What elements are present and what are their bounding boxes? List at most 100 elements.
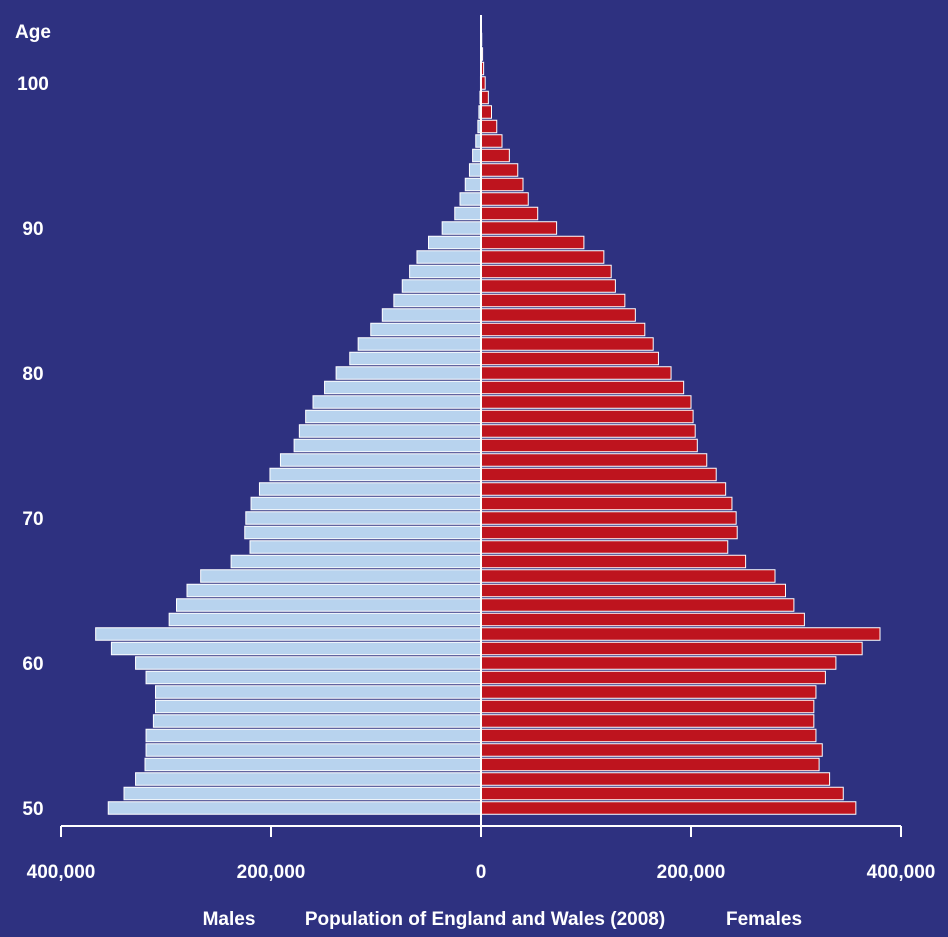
female-bar-age-77 bbox=[480, 409, 694, 424]
labels-group: Age Males Population of England and Wale… bbox=[15, 22, 935, 930]
male-bar-age-88 bbox=[416, 250, 482, 264]
x-tick-label: 0 bbox=[476, 862, 487, 883]
male-bar-age-57 bbox=[155, 699, 482, 714]
male-bar-age-95 bbox=[472, 148, 482, 163]
y-tick-label: 70 bbox=[22, 509, 43, 530]
axes-group bbox=[60, 15, 902, 837]
male-bar-age-69 bbox=[244, 525, 482, 540]
male-bar-age-71 bbox=[250, 496, 482, 511]
male-bar-age-72 bbox=[258, 482, 482, 496]
female-label: Females bbox=[726, 909, 802, 930]
female-bar-age-94 bbox=[480, 163, 519, 177]
y-axis-title: Age bbox=[15, 22, 51, 43]
male-bar-age-84 bbox=[381, 308, 482, 322]
female-bar-age-57 bbox=[480, 699, 815, 714]
male-bar-age-79 bbox=[324, 380, 482, 395]
female-bar-age-99 bbox=[480, 90, 489, 105]
female-bar-age-89 bbox=[480, 235, 585, 250]
female-bar-age-86 bbox=[480, 279, 616, 293]
female-bar-age-74 bbox=[480, 453, 708, 467]
female-bar-age-95 bbox=[480, 148, 510, 163]
male-bar-age-61 bbox=[110, 641, 482, 656]
male-bar-age-58 bbox=[155, 685, 482, 699]
male-label: Males bbox=[203, 909, 256, 930]
female-bar-age-54 bbox=[480, 743, 823, 757]
male-bar-age-94 bbox=[468, 163, 482, 177]
x-tick-label: 200,000 bbox=[237, 862, 306, 883]
female-bar-age-90 bbox=[480, 221, 558, 235]
female-bar-age-78 bbox=[480, 395, 692, 409]
male-bar-age-78 bbox=[312, 395, 482, 409]
male-bar-age-74 bbox=[279, 453, 482, 467]
female-bar-age-63 bbox=[480, 612, 805, 627]
female-bar-age-50 bbox=[480, 801, 857, 815]
female-bar-age-81 bbox=[480, 351, 659, 366]
x-tick-label: 400,000 bbox=[867, 862, 936, 883]
female-bar-age-85 bbox=[480, 293, 626, 308]
male-bar-age-85 bbox=[393, 293, 482, 308]
female-bar-age-76 bbox=[480, 424, 696, 438]
y-tick-label: 90 bbox=[22, 219, 43, 240]
male-bar-age-87 bbox=[409, 264, 482, 279]
male-bar-age-70 bbox=[245, 511, 482, 525]
female-bar-age-59 bbox=[480, 670, 826, 685]
male-bar-age-52 bbox=[135, 772, 482, 786]
male-bar-age-63 bbox=[168, 612, 482, 627]
male-bar-age-90 bbox=[441, 221, 482, 235]
female-bar-age-97 bbox=[480, 119, 498, 134]
female-bar-age-66 bbox=[480, 569, 776, 583]
x-tick-label: 400,000 bbox=[27, 862, 96, 883]
x-tick-label: 200,000 bbox=[657, 862, 726, 883]
male-bar-age-83 bbox=[370, 322, 482, 337]
female-bar-age-79 bbox=[480, 380, 685, 395]
female-bar-age-96 bbox=[480, 134, 503, 148]
female-bar-age-53 bbox=[480, 757, 820, 772]
male-bar-age-86 bbox=[401, 279, 482, 293]
male-bar-age-66 bbox=[200, 569, 482, 583]
female-bar-age-55 bbox=[480, 728, 817, 743]
male-bar-age-68 bbox=[249, 540, 482, 554]
male-bar-age-62 bbox=[95, 627, 482, 641]
female-bar-age-68 bbox=[480, 540, 729, 554]
male-bar-age-93 bbox=[464, 177, 482, 192]
female-bar-age-61 bbox=[480, 641, 863, 656]
y-tick-label: 100 bbox=[17, 74, 49, 95]
y-tick-label: 80 bbox=[22, 364, 43, 385]
female-bar-age-92 bbox=[480, 192, 529, 206]
x-axis-title: Population of England and Wales (2008) bbox=[305, 909, 665, 930]
female-bar-age-75 bbox=[480, 438, 698, 453]
male-bar-age-77 bbox=[305, 409, 482, 424]
female-bar-age-69 bbox=[480, 525, 738, 540]
male-bar-age-89 bbox=[428, 235, 482, 250]
female-bar-age-70 bbox=[480, 511, 737, 525]
female-bar-age-56 bbox=[480, 714, 815, 728]
male-bar-age-91 bbox=[454, 206, 482, 221]
y-tick-label: 60 bbox=[22, 654, 43, 675]
female-bar-age-62 bbox=[480, 627, 881, 641]
male-bar-age-80 bbox=[335, 366, 482, 380]
male-bar-age-51 bbox=[123, 786, 482, 801]
female-bar-age-52 bbox=[480, 772, 831, 786]
female-bar-age-64 bbox=[480, 598, 795, 612]
female-bar-age-51 bbox=[480, 786, 844, 801]
male-bar-age-75 bbox=[293, 438, 482, 453]
female-bar-age-88 bbox=[480, 250, 605, 264]
female-bar-age-67 bbox=[480, 554, 747, 569]
female-bar-age-72 bbox=[480, 482, 727, 496]
male-bar-age-50 bbox=[107, 801, 482, 815]
female-bar-age-60 bbox=[480, 656, 837, 670]
female-bar-age-98 bbox=[480, 105, 492, 119]
female-bar-age-84 bbox=[480, 308, 636, 322]
male-bar-age-82 bbox=[357, 337, 482, 351]
female-bar-age-73 bbox=[480, 467, 717, 482]
male-bar-age-76 bbox=[298, 424, 482, 438]
male-bar-age-64 bbox=[176, 598, 482, 612]
female-bar-age-58 bbox=[480, 685, 817, 699]
female-bar-age-80 bbox=[480, 366, 672, 380]
female-bar-age-83 bbox=[480, 322, 646, 337]
female-bar-age-65 bbox=[480, 583, 786, 598]
female-bar-age-71 bbox=[480, 496, 733, 511]
male-bar-age-67 bbox=[230, 554, 482, 569]
male-bar-age-92 bbox=[459, 192, 482, 206]
